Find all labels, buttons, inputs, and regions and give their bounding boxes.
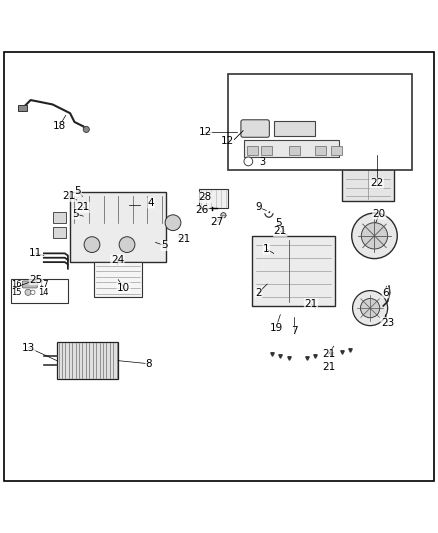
- Text: 25: 25: [29, 274, 42, 285]
- Circle shape: [361, 223, 388, 249]
- Bar: [252, 236, 335, 306]
- Text: 14: 14: [39, 288, 49, 297]
- Text: 17: 17: [39, 280, 49, 289]
- Bar: [228, 74, 412, 170]
- Text: 5: 5: [72, 209, 79, 219]
- Circle shape: [352, 213, 397, 259]
- Text: 21: 21: [322, 349, 335, 359]
- Text: 15: 15: [11, 288, 22, 297]
- Bar: [289, 146, 300, 155]
- FancyBboxPatch shape: [22, 281, 37, 288]
- Bar: [53, 212, 66, 223]
- Bar: [18, 105, 27, 111]
- Text: 12: 12: [221, 136, 234, 146]
- Text: 7: 7: [291, 326, 298, 336]
- Text: 10: 10: [117, 282, 130, 293]
- Text: 13: 13: [22, 343, 35, 352]
- Bar: [53, 227, 66, 238]
- Text: 28: 28: [198, 192, 212, 203]
- Bar: [244, 140, 339, 157]
- Bar: [342, 157, 394, 201]
- Circle shape: [360, 298, 380, 318]
- Text: 5: 5: [161, 240, 168, 251]
- Text: 21: 21: [177, 235, 191, 244]
- Circle shape: [221, 213, 226, 218]
- Circle shape: [31, 290, 35, 295]
- Text: 5: 5: [74, 185, 81, 196]
- Circle shape: [84, 237, 100, 253]
- Circle shape: [165, 215, 181, 231]
- Text: 1: 1: [263, 244, 270, 254]
- Text: 8: 8: [145, 359, 152, 369]
- Text: 2: 2: [255, 288, 262, 298]
- FancyBboxPatch shape: [241, 120, 269, 138]
- Text: 21: 21: [274, 227, 287, 237]
- Text: 12: 12: [198, 127, 212, 136]
- Text: 4: 4: [148, 198, 155, 208]
- Bar: [11, 279, 68, 303]
- Circle shape: [353, 290, 388, 326]
- Text: 9: 9: [255, 203, 262, 212]
- Circle shape: [83, 126, 89, 133]
- Text: 16: 16: [11, 280, 22, 289]
- Text: 27: 27: [210, 217, 223, 227]
- Text: 6: 6: [382, 288, 389, 298]
- Text: 18: 18: [53, 122, 66, 131]
- Bar: [315, 146, 326, 155]
- Text: 21: 21: [62, 191, 75, 201]
- Text: 19: 19: [269, 323, 283, 333]
- Circle shape: [25, 289, 31, 295]
- Bar: [94, 262, 142, 297]
- Text: 24: 24: [111, 255, 124, 265]
- Text: 23: 23: [381, 318, 394, 328]
- Bar: [261, 146, 272, 155]
- Bar: [199, 189, 228, 208]
- Bar: [57, 342, 118, 379]
- Bar: [331, 146, 342, 155]
- Text: 21: 21: [304, 298, 318, 309]
- Text: 3: 3: [260, 157, 266, 167]
- Circle shape: [119, 237, 135, 253]
- Bar: [274, 121, 315, 136]
- Bar: [70, 192, 166, 262]
- Text: 5: 5: [275, 217, 282, 228]
- Text: 21: 21: [322, 362, 335, 372]
- Text: 11: 11: [29, 248, 42, 259]
- Text: 26: 26: [196, 205, 209, 215]
- Bar: [247, 146, 258, 155]
- Text: 20: 20: [373, 209, 386, 219]
- Circle shape: [244, 157, 253, 166]
- Text: 21: 21: [77, 203, 90, 212]
- Text: 22: 22: [370, 178, 383, 188]
